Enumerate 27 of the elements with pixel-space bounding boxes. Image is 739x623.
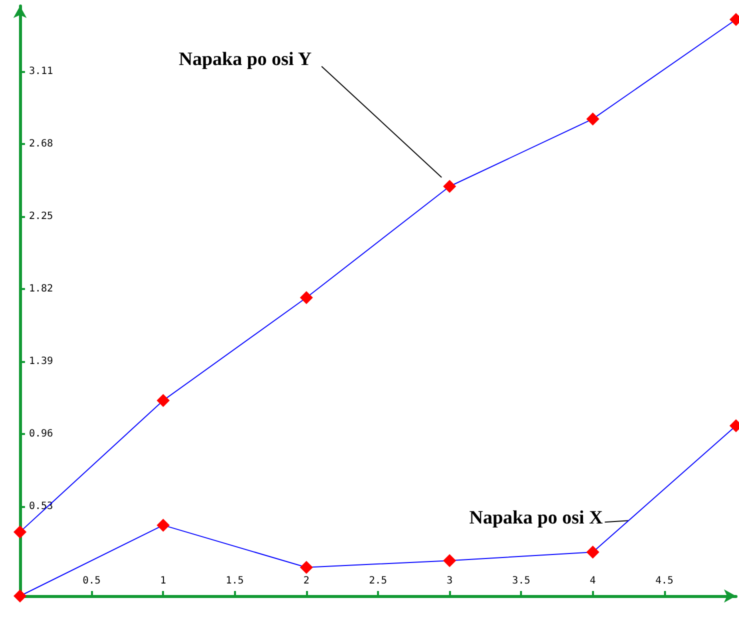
point xyxy=(14,590,26,602)
x-tick-label: 4 xyxy=(590,576,596,586)
point xyxy=(586,546,600,559)
x-tick-label: 0.5 xyxy=(82,576,101,586)
x-tick-label: 3.5 xyxy=(512,576,530,586)
point xyxy=(300,291,313,304)
point xyxy=(156,518,170,532)
y-tick-label: 2.68 xyxy=(29,138,54,150)
point xyxy=(156,394,170,407)
point xyxy=(14,525,26,538)
x-tick-label: 1 xyxy=(160,576,166,586)
x-tick-label: 2 xyxy=(303,576,310,586)
point xyxy=(443,554,456,568)
point xyxy=(443,180,456,193)
y-tick-label: 3.11 xyxy=(29,66,54,78)
x-tick-label: 3 xyxy=(446,576,453,586)
point xyxy=(300,560,313,574)
series-label: Napaka po osi X xyxy=(469,508,604,529)
point xyxy=(586,112,600,126)
y-tick-label: 1.39 xyxy=(29,356,54,368)
x-tick-label: 2.5 xyxy=(368,576,388,586)
y-tick-label: 2.25 xyxy=(29,211,54,222)
x-tick-label: 1.5 xyxy=(226,576,244,586)
x-tick-label: 4.5 xyxy=(655,576,674,586)
text: Napaka po osi Y xyxy=(178,48,312,70)
y-tick-label: 1.82 xyxy=(29,284,54,295)
y-tick-label: 0.96 xyxy=(29,428,54,440)
